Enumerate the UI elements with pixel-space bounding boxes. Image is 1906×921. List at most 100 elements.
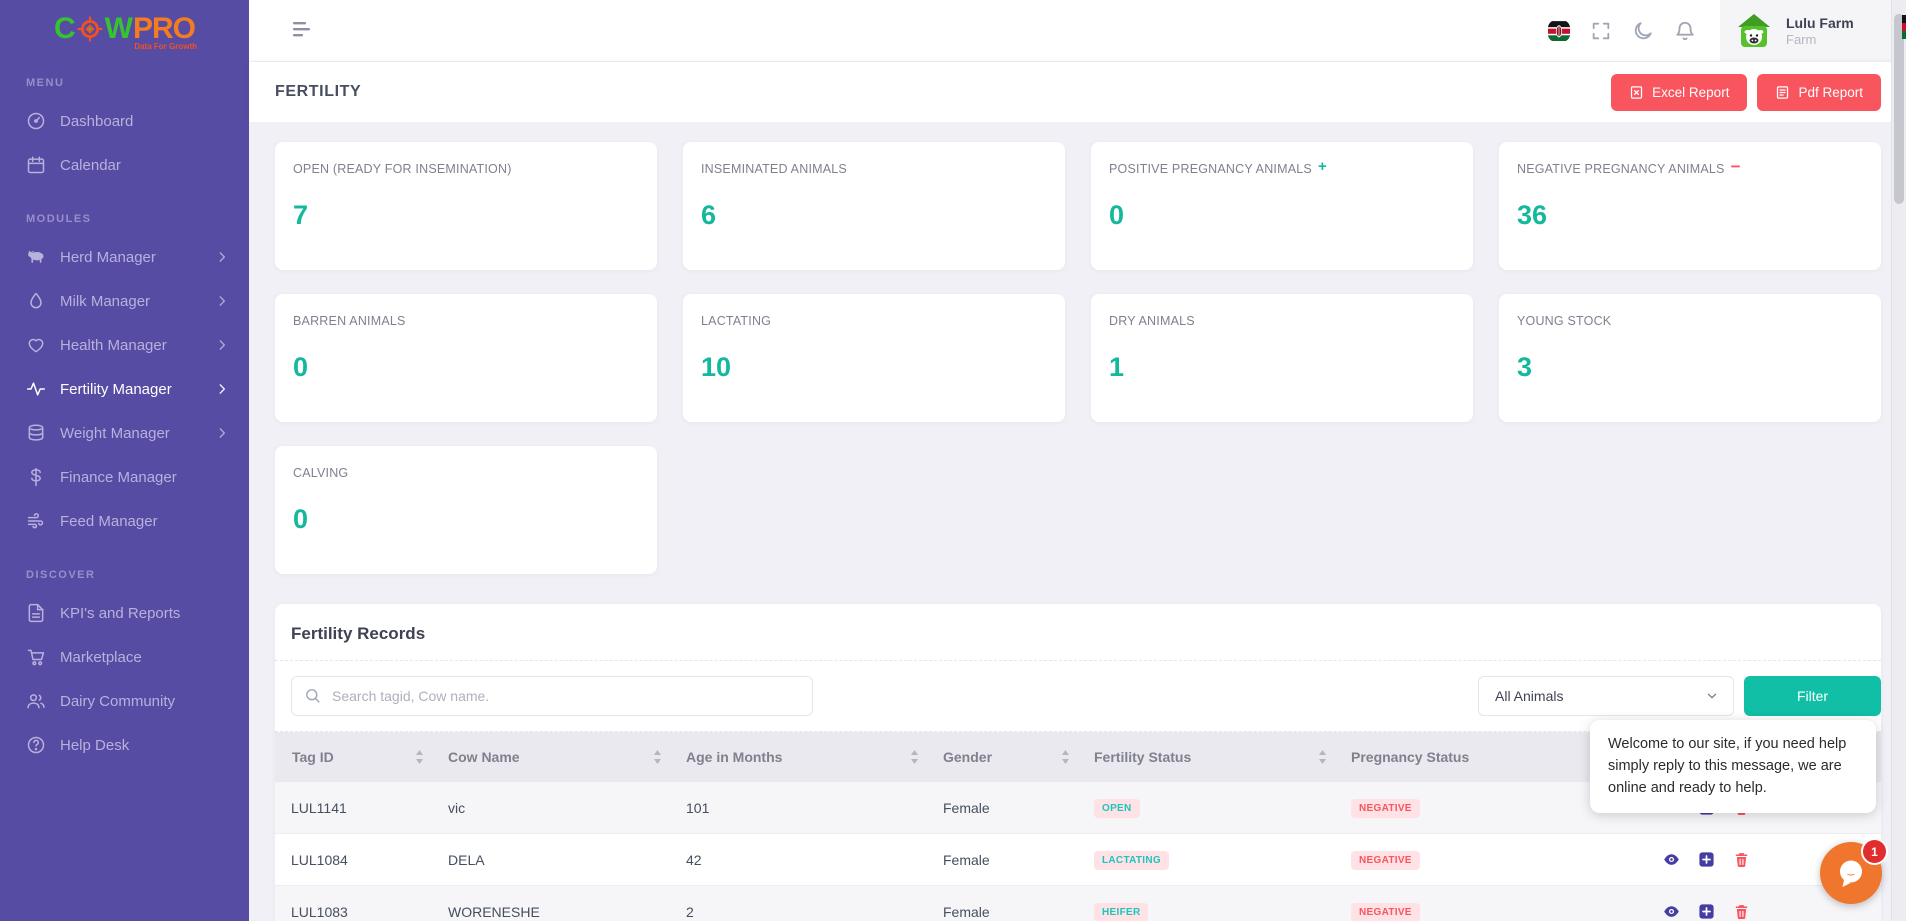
chevron-right-icon <box>219 296 226 306</box>
stat-card-lactating: LACTATING 10 <box>683 294 1065 422</box>
delete-record-button[interactable] <box>1733 903 1750 920</box>
logo-target-icon <box>77 16 103 42</box>
main-area: Lulu Farm Farm FERTILITY Excel Report Pd… <box>249 0 1906 921</box>
column-header-tag-id[interactable]: Tag ID <box>275 732 447 782</box>
logo-text-pro: PRO <box>132 12 196 45</box>
sidebar-item-help-desk[interactable]: Help Desk <box>0 723 249 767</box>
notifications-bell-button[interactable] <box>1664 10 1706 52</box>
sidebar-item-weight-manager[interactable]: Weight Manager <box>0 411 249 455</box>
sidebar-item-dairy-community[interactable]: Dairy Community <box>0 679 249 723</box>
activity-icon <box>26 379 46 399</box>
cell-gender: Female <box>942 885 1093 921</box>
chat-welcome-message: Welcome to our site, if you need help si… <box>1590 720 1876 814</box>
trash-icon <box>1735 853 1747 868</box>
sidebar-section-discover: DISCOVER <box>26 569 96 581</box>
file-excel-icon <box>1631 85 1643 99</box>
delete-record-button[interactable] <box>1733 851 1750 868</box>
user-name: Lulu Farm <box>1786 14 1854 31</box>
view-record-button[interactable] <box>1663 851 1680 868</box>
sidebar-item-health-manager[interactable]: Health Manager <box>0 323 249 367</box>
pdf-report-button[interactable]: Pdf Report <box>1757 73 1881 111</box>
sort-icon <box>416 750 423 764</box>
dollar-icon <box>26 467 46 487</box>
fullscreen-button[interactable] <box>1580 10 1622 52</box>
sidebar-item-milk-manager[interactable]: Milk Manager <box>0 279 249 323</box>
table-row[interactable]: LUL1084 DELA 42 Female LACTATING NEGATIV… <box>275 833 1881 886</box>
cell-cow-name: DELA <box>447 833 685 886</box>
stat-card-barren: BARREN ANIMALS 0 <box>275 294 657 422</box>
file-pdf-icon <box>1777 85 1789 99</box>
column-header-fertility-status[interactable]: Fertility Status <box>1093 732 1350 782</box>
cowpro-logo[interactable]: C W PRO Data For Growth <box>0 0 249 51</box>
column-header-age[interactable]: Age in Months <box>685 732 942 782</box>
logo-text-c: C <box>53 12 76 45</box>
pregnancy-status-badge: NEGATIVE <box>1351 798 1420 818</box>
search-input[interactable] <box>291 676 813 716</box>
fertility-status-badge: OPEN <box>1094 798 1140 818</box>
page-scrollbar-thumb[interactable] <box>1894 14 1904 204</box>
table-row[interactable]: LUL1083 WORENESHE 2 Female HEIFER NEGATI… <box>275 885 1881 921</box>
filter-button[interactable]: Filter <box>1744 676 1881 716</box>
search-icon <box>306 689 320 703</box>
cell-tag-id: LUL1083 <box>275 885 447 921</box>
column-header-gender[interactable]: Gender <box>942 732 1093 782</box>
stat-cards: OPEN (READY FOR INSEMINATION) 7 INSEMINA… <box>275 142 1881 574</box>
sort-icon <box>654 750 661 764</box>
fertility-status-badge: HEIFER <box>1094 902 1149 921</box>
stat-card-inseminated: INSEMINATED ANIMALS 6 <box>683 142 1065 270</box>
column-header-cow-name[interactable]: Cow Name <box>447 732 685 782</box>
sort-icon <box>1062 750 1069 764</box>
dark-mode-button[interactable] <box>1622 10 1664 52</box>
sidebar-item-fertility-manager[interactable]: Fertility Manager <box>0 367 249 411</box>
cart-icon <box>26 647 46 667</box>
page-header: FERTILITY Excel Report Pdf Report <box>249 62 1906 122</box>
users-icon <box>26 691 46 711</box>
fertility-records-panel: Fertility Records All Animals Filter <box>275 604 1881 921</box>
language-flag-button[interactable] <box>1538 10 1580 52</box>
cell-age: 2 <box>685 885 942 921</box>
cell-cow-name: vic <box>447 782 685 834</box>
database-icon <box>26 423 46 443</box>
eye-icon <box>1664 906 1679 918</box>
sidebar-item-feed-manager[interactable]: Feed Manager <box>0 499 249 543</box>
sidebar-toggle-button[interactable] <box>287 15 319 46</box>
sidebar: C W PRO Data For Growth MENU <box>0 0 249 921</box>
cell-tag-id: LUL1084 <box>275 833 447 886</box>
table-header-row: Tag ID Cow Name Age in Months Gender Fer… <box>275 732 1881 782</box>
user-role: Farm <box>1786 31 1817 47</box>
logo-tagline: Data For Growth <box>134 42 197 51</box>
help-circle-icon <box>26 735 46 755</box>
sidebar-item-calendar[interactable]: Calendar <box>0 143 249 187</box>
excel-report-button[interactable]: Excel Report <box>1611 73 1748 111</box>
records-title: Fertility Records <box>275 604 1881 661</box>
cow-icon <box>26 247 46 267</box>
plus-sign-icon: + <box>1317 158 1327 175</box>
stat-card-open: OPEN (READY FOR INSEMINATION) 7 <box>275 142 657 270</box>
trash-icon <box>1735 905 1747 920</box>
topbar: Lulu Farm Farm <box>249 0 1906 62</box>
records-controls: All Animals Filter <box>275 661 1881 732</box>
add-record-button[interactable] <box>1698 903 1715 920</box>
add-record-button[interactable] <box>1698 851 1715 868</box>
cell-age: 101 <box>685 782 942 834</box>
animal-filter-select[interactable]: All Animals <box>1478 676 1734 716</box>
page-scrollbar-track[interactable] <box>1891 0 1906 921</box>
sidebar-item-marketplace[interactable]: Marketplace <box>0 635 249 679</box>
minus-sign-icon: − <box>1730 157 1741 176</box>
calendar-icon <box>26 155 46 175</box>
cell-gender: Female <box>942 833 1093 886</box>
sidebar-item-finance-manager[interactable]: Finance Manager <box>0 455 249 499</box>
chevron-right-icon <box>219 384 226 394</box>
chat-launcher-button[interactable] <box>1820 842 1882 904</box>
cell-cow-name: WORENESHE <box>447 885 685 921</box>
chat-unread-badge: 1 <box>1861 838 1888 865</box>
page-title: FERTILITY <box>275 83 362 100</box>
plus-square-icon <box>1699 904 1714 919</box>
user-menu[interactable]: Lulu Farm Farm <box>1720 0 1906 61</box>
eye-icon <box>1664 854 1679 866</box>
sidebar-item-dashboard[interactable]: Dashboard <box>0 99 249 143</box>
heart-icon <box>26 335 46 355</box>
sidebar-item-herd-manager[interactable]: Herd Manager <box>0 235 249 279</box>
view-record-button[interactable] <box>1663 903 1680 920</box>
sidebar-item-kpis-reports[interactable]: KPI's and Reports <box>0 591 249 635</box>
